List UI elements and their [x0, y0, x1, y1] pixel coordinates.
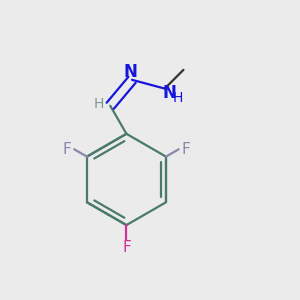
Text: F: F — [122, 240, 131, 255]
Text: N: N — [162, 84, 176, 102]
Text: F: F — [62, 142, 71, 157]
Text: H: H — [173, 91, 183, 105]
Text: F: F — [182, 142, 190, 157]
Text: N: N — [124, 63, 137, 81]
Text: H: H — [94, 97, 104, 111]
